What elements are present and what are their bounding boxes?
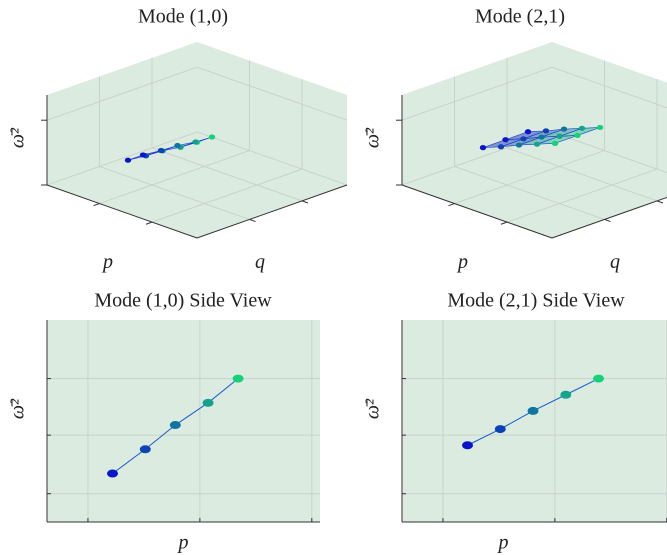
tick-mark: [656, 200, 664, 204]
grid-line: [401, 131, 553, 186]
grid-line: [99, 165, 250, 220]
grid-line: [506, 168, 658, 223]
data-point: [192, 139, 199, 145]
grid-line: [196, 131, 348, 186]
y-axis-label: q: [610, 251, 620, 273]
data-point: [494, 425, 506, 434]
grid-line: [401, 66, 553, 121]
z-axis-label: ω̄²: [7, 127, 29, 148]
grid-line: [551, 66, 667, 109]
data-point: [139, 152, 147, 158]
data-point: [497, 144, 505, 150]
data-point: [157, 147, 165, 154]
x-axis-label: p: [101, 251, 113, 273]
x-axis-label: p: [456, 251, 468, 273]
chart-title: Mode (2,1): [475, 6, 565, 28]
tick-mark: [500, 221, 508, 225]
chart-title: Mode (1,0): [138, 6, 228, 28]
grid-line: [196, 66, 348, 121]
data-point: [593, 374, 605, 383]
tick-mark: [93, 203, 100, 207]
grid-line: [99, 150, 250, 205]
data-point: [520, 136, 527, 142]
data-point: [208, 134, 216, 140]
grid-line: [454, 150, 605, 205]
chart-title: Mode (1,0) Side View: [94, 290, 272, 312]
x-axis-label: p: [177, 532, 189, 554]
data-point: [107, 469, 119, 478]
y-axis-label: ω̄²: [7, 398, 29, 419]
data-point: [560, 390, 572, 399]
data-point: [533, 141, 541, 147]
data-point: [169, 421, 181, 430]
data-point: [479, 145, 487, 151]
side-pane: [552, 42, 667, 173]
data-point: [578, 125, 586, 131]
data-point: [202, 398, 214, 407]
data-point: [502, 137, 509, 143]
p-axis: [401, 184, 553, 239]
p-axis: [46, 184, 198, 239]
side-pane: [197, 42, 347, 185]
tick-mark: [145, 221, 153, 225]
data-point: [232, 374, 244, 383]
data-point: [574, 132, 581, 139]
q-axis: [196, 184, 348, 239]
data-point: [560, 126, 568, 132]
tick-mark: [448, 203, 455, 207]
z-axis-label: ω̄²: [362, 127, 384, 148]
y-axis-label: ω̄²: [362, 398, 384, 419]
grid-line: [454, 165, 605, 220]
back-pane: [47, 42, 197, 185]
data-point: [124, 157, 132, 163]
plot-area: [402, 320, 667, 522]
chart-title: Mode (2,1) Side View: [447, 290, 625, 312]
data-point: [524, 129, 532, 135]
data-point: [596, 124, 604, 131]
grid-line: [551, 131, 667, 174]
data-point: [174, 142, 181, 149]
plot-area: [47, 320, 320, 522]
data-point: [538, 134, 545, 140]
grid-line: [46, 66, 198, 121]
y-axis-label: q: [255, 251, 265, 273]
data-point: [462, 441, 474, 450]
x-axis-label: p: [497, 532, 509, 554]
data-point: [542, 128, 550, 134]
grid-line: [151, 147, 303, 202]
back-pane: [402, 42, 552, 185]
floor-pane: [402, 132, 667, 238]
data-point: [139, 445, 151, 454]
data-point: [515, 142, 523, 148]
data-point: [556, 133, 563, 139]
q-axis: [551, 196, 667, 239]
tick-mark: [249, 218, 256, 223]
grid-line: [506, 147, 658, 202]
tick-mark: [301, 200, 309, 204]
grid-line: [151, 168, 303, 223]
tick-mark: [604, 218, 611, 223]
grid-line: [46, 131, 198, 186]
data-point: [551, 140, 559, 146]
data-point: [527, 406, 539, 415]
